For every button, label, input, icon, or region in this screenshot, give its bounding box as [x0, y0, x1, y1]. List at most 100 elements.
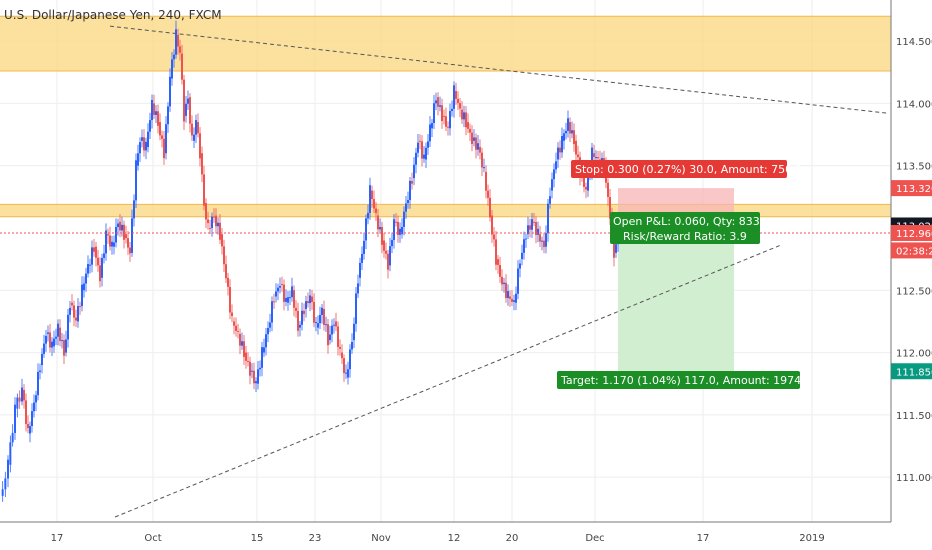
price-tick[interactable]: 114.000 — [896, 99, 932, 110]
candle-body — [129, 247, 131, 254]
candle-body — [23, 389, 25, 401]
price-axis-labels[interactable]: 114.500 114.000 113.500 112.500 112.000 111.5… — [896, 37, 932, 484]
candle-body — [25, 400, 27, 424]
price-tag-label: 113.320 — [896, 184, 932, 195]
time-tick[interactable]: Dec — [585, 533, 604, 544]
time-axis-labels[interactable]: 17 Oct 15 23 Nov 12 20 Dec 17 2019 — [51, 533, 825, 544]
candle-body — [171, 59, 173, 79]
time-tick[interactable]: 17 — [51, 533, 64, 544]
candle-body — [485, 171, 487, 191]
support-trendline[interactable] — [114, 244, 781, 518]
candle-body — [83, 283, 85, 291]
candle-body — [323, 308, 325, 325]
target-reward-box[interactable] — [618, 225, 734, 372]
candle-body — [123, 224, 125, 240]
candle-body — [363, 240, 365, 254]
candle-body — [293, 290, 295, 308]
candle-body — [519, 263, 521, 269]
candle-body — [111, 241, 113, 247]
candle-body — [537, 228, 539, 235]
candle-body — [417, 142, 419, 153]
candle-body — [229, 286, 231, 313]
candle-body — [427, 141, 429, 148]
price-tick[interactable]: 112.000 — [896, 349, 932, 360]
price-tick[interactable]: 111.000 — [896, 473, 932, 484]
candle-body — [317, 323, 319, 328]
candle-body — [235, 325, 237, 332]
candle-body — [259, 367, 261, 370]
candle-body — [477, 143, 479, 150]
time-tick[interactable]: 2019 — [799, 533, 824, 544]
candle-body — [91, 247, 93, 265]
candle-body — [469, 128, 471, 133]
candle-body — [103, 253, 105, 258]
candle-body — [607, 182, 609, 198]
candle-body — [163, 138, 165, 159]
time-tick[interactable]: Oct — [144, 533, 161, 544]
candle-body — [423, 154, 425, 159]
candle-body — [71, 302, 73, 306]
candle-body — [403, 211, 405, 227]
price-tick[interactable]: 113.500 — [896, 162, 932, 173]
position-labels[interactable]: Stop: 0.300 (0.27%) 30.0, Amount: 750.1 … — [557, 160, 819, 389]
candle-body — [119, 221, 121, 231]
candle-body — [483, 167, 485, 169]
time-tick[interactable]: 12 — [448, 533, 461, 544]
candle-body — [489, 197, 491, 218]
candle-body — [285, 297, 287, 302]
candle-body — [547, 203, 549, 234]
candle-body — [443, 115, 445, 117]
candle-body — [281, 284, 283, 286]
candle-body — [215, 215, 217, 227]
candle-body — [47, 332, 49, 334]
candle-body — [329, 334, 331, 341]
candle-body — [7, 459, 9, 479]
resistance-trendline[interactable] — [109, 25, 890, 114]
time-tick[interactable]: 15 — [251, 533, 264, 544]
candle-body — [81, 284, 83, 307]
candle-body — [515, 293, 517, 303]
candle-body — [275, 291, 277, 297]
price-tag-bg — [891, 180, 932, 197]
candle-body — [359, 262, 361, 278]
price-tick[interactable]: 111.500 — [896, 411, 932, 422]
candle-body — [491, 215, 493, 235]
candle-body — [55, 336, 57, 339]
candle-body — [529, 225, 531, 230]
candle-body — [561, 135, 563, 153]
price-tick[interactable]: 112.500 — [896, 286, 932, 297]
price-tag-bg — [891, 224, 932, 241]
time-tick[interactable]: 20 — [506, 533, 519, 544]
candle-body — [557, 147, 559, 160]
candle-body — [63, 340, 65, 356]
candle-body — [333, 324, 335, 326]
time-tick[interactable]: 23 — [309, 533, 322, 544]
candle-body — [587, 173, 589, 191]
candle-body — [79, 306, 81, 308]
price-tick[interactable]: 114.500 — [896, 37, 932, 48]
time-tick[interactable]: Nov — [371, 533, 391, 544]
price-axis-bg — [891, 0, 932, 550]
candle-body — [335, 321, 337, 327]
risk-reward-label: Risk/Reward Ratio: 3.9 — [623, 230, 747, 243]
candle-body — [77, 306, 79, 322]
candle-body — [433, 103, 435, 124]
candle-body — [27, 423, 29, 429]
time-tick[interactable]: 17 — [697, 533, 710, 544]
candle-body — [251, 370, 253, 372]
candle-body — [553, 169, 555, 180]
candle-body — [369, 185, 371, 213]
price-tag-label: 112.960 — [896, 229, 932, 240]
trendlines[interactable] — [109, 25, 890, 518]
candle-body — [147, 131, 149, 148]
candle-body — [521, 252, 523, 260]
candle-body — [43, 343, 45, 354]
candle-body — [191, 123, 193, 136]
candle-body — [415, 152, 417, 165]
candle-body — [573, 130, 575, 145]
candle-body — [121, 224, 123, 231]
candle-body — [277, 287, 279, 292]
candle-body — [16, 397, 19, 409]
candle-body — [247, 360, 249, 362]
